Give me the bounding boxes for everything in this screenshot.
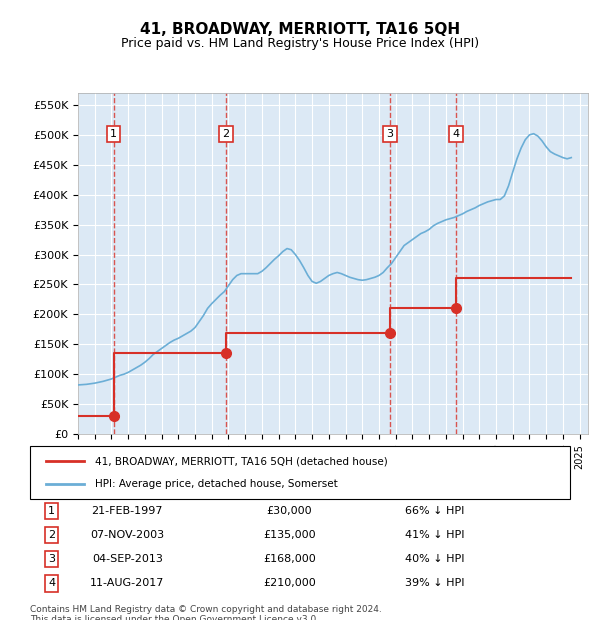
Text: 07-NOV-2003: 07-NOV-2003 <box>90 530 164 540</box>
Text: 04-SEP-2013: 04-SEP-2013 <box>92 554 163 564</box>
Text: £30,000: £30,000 <box>266 506 312 516</box>
Text: 3: 3 <box>386 129 394 139</box>
Text: 1: 1 <box>48 506 55 516</box>
Text: £168,000: £168,000 <box>263 554 316 564</box>
Text: Price paid vs. HM Land Registry's House Price Index (HPI): Price paid vs. HM Land Registry's House … <box>121 37 479 50</box>
Text: 41% ↓ HPI: 41% ↓ HPI <box>405 530 465 540</box>
Text: 2: 2 <box>48 530 55 540</box>
Text: 40% ↓ HPI: 40% ↓ HPI <box>405 554 465 564</box>
Text: HPI: Average price, detached house, Somerset: HPI: Average price, detached house, Some… <box>95 479 338 489</box>
Text: 39% ↓ HPI: 39% ↓ HPI <box>405 578 465 588</box>
Text: 2: 2 <box>223 129 230 139</box>
FancyBboxPatch shape <box>30 446 570 499</box>
Text: 4: 4 <box>48 578 55 588</box>
Text: 1: 1 <box>110 129 117 139</box>
Text: £135,000: £135,000 <box>263 530 316 540</box>
Text: 21-FEB-1997: 21-FEB-1997 <box>91 506 163 516</box>
Text: 41, BROADWAY, MERRIOTT, TA16 5QH (detached house): 41, BROADWAY, MERRIOTT, TA16 5QH (detach… <box>95 456 388 466</box>
Text: Contains HM Land Registry data © Crown copyright and database right 2024.
This d: Contains HM Land Registry data © Crown c… <box>30 604 382 620</box>
Text: 66% ↓ HPI: 66% ↓ HPI <box>406 506 464 516</box>
Text: 3: 3 <box>48 554 55 564</box>
Text: 4: 4 <box>452 129 460 139</box>
Text: £210,000: £210,000 <box>263 578 316 588</box>
Text: 11-AUG-2017: 11-AUG-2017 <box>90 578 164 588</box>
Text: 41, BROADWAY, MERRIOTT, TA16 5QH: 41, BROADWAY, MERRIOTT, TA16 5QH <box>140 22 460 37</box>
